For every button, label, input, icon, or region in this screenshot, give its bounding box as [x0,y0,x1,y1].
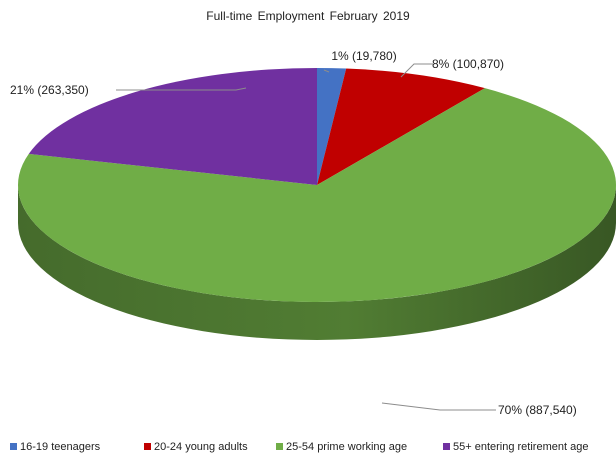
leader-line-20-24-young-adults [400,63,433,78]
legend-swatch-25-54-prime-working-age [276,443,283,450]
legend-item-16-19-teenagers: 16-19 teenagers [10,441,101,453]
pie-side-25-54-prime-working-age [18,185,616,340]
leader-line-16-19-teenagers [323,69,330,73]
legend-label-20-24-young-adults: 20-24 young adults [154,441,248,453]
pie-slice-20-24-young-adults [317,68,485,185]
legend-label-55-entering-retirement-age: 55+ entering retirement age [453,441,588,453]
legend-item-20-24-young-adults: 20-24 young adults [144,441,248,453]
legend-item-25-54-prime-working-age: 25-54 prime working age [276,441,407,453]
legend-swatch-16-19-teenagers [10,443,17,450]
legend-label-25-54-prime-working-age: 25-54 prime working age [286,441,407,453]
legend-swatch-55-entering-retirement-age [443,443,450,450]
leader-line-55-entering-retirement-age [116,87,247,91]
pie-slice-55-entering-retirement-age [28,68,317,185]
data-label-16-19-teenagers: 1% (19,780) [331,49,396,63]
data-label-25-54-prime-working-age: 70% (887,540) [498,403,577,417]
chart-title: Full-time Employment February 2019 [206,9,410,23]
pie-slice-16-19-teenagers [317,68,347,185]
legend-label-16-19-teenagers: 16-19 teenagers [20,441,101,453]
leader-line-25-54-prime-working-age [381,402,496,411]
legend: 16-19 teenagers 20-24 young adults 25-54 p… [10,441,588,453]
pie-slice-25-54-prime-working-age [18,88,616,302]
legend-swatch-20-24-young-adults [144,443,151,450]
data-label-20-24-young-adults: 8% (100,870) [432,57,504,71]
data-label-55-entering-retirement-age: 21% (263,350) [10,83,89,97]
legend-item-55-entering-retirement-age: 55+ entering retirement age [443,441,588,453]
